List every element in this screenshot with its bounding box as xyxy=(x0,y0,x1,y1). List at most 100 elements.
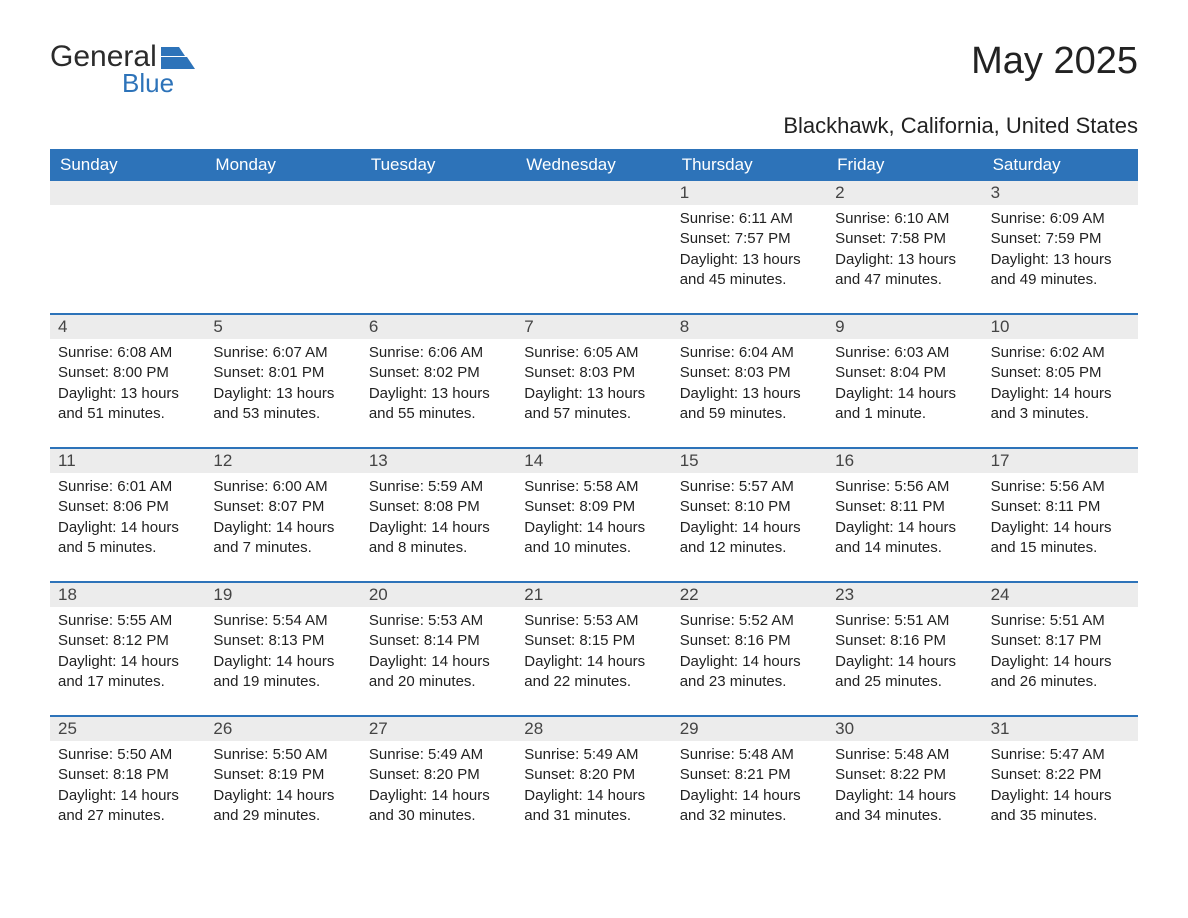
location-text: Blackhawk, California, United States xyxy=(50,113,1138,139)
day-number: 4 xyxy=(50,315,205,339)
day-body: Sunrise: 6:02 AMSunset: 8:05 PMDaylight:… xyxy=(983,339,1138,432)
calendar-day-cell: 5Sunrise: 6:07 AMSunset: 8:01 PMDaylight… xyxy=(205,315,360,447)
sunrise-text: Sunrise: 5:57 AM xyxy=(680,477,819,497)
sunset-text: Sunset: 8:15 PM xyxy=(524,631,663,651)
sunrise-text: Sunrise: 5:49 AM xyxy=(524,745,663,765)
day-number: 23 xyxy=(827,583,982,607)
sunset-text: Sunset: 8:00 PM xyxy=(58,363,197,383)
empty-day-strip xyxy=(361,181,516,205)
sunset-text: Sunset: 7:57 PM xyxy=(680,229,819,249)
sunset-text: Sunset: 8:21 PM xyxy=(680,765,819,785)
sunrise-text: Sunrise: 5:48 AM xyxy=(680,745,819,765)
sunset-text: Sunset: 8:12 PM xyxy=(58,631,197,651)
daylight-text: Daylight: 14 hours and 31 minutes. xyxy=(524,786,663,827)
sunrise-text: Sunrise: 6:05 AM xyxy=(524,343,663,363)
sunset-text: Sunset: 8:10 PM xyxy=(680,497,819,517)
daylight-text: Daylight: 14 hours and 7 minutes. xyxy=(213,518,352,559)
daylight-text: Daylight: 14 hours and 20 minutes. xyxy=(369,652,508,693)
daylight-text: Daylight: 14 hours and 8 minutes. xyxy=(369,518,508,559)
calendar-day-cell: 27Sunrise: 5:49 AMSunset: 8:20 PMDayligh… xyxy=(361,717,516,849)
month-title: May 2025 xyxy=(971,40,1138,83)
sunrise-text: Sunrise: 5:49 AM xyxy=(369,745,508,765)
sunset-text: Sunset: 8:16 PM xyxy=(680,631,819,651)
day-body: Sunrise: 5:57 AMSunset: 8:10 PMDaylight:… xyxy=(672,473,827,566)
sunrise-text: Sunrise: 6:10 AM xyxy=(835,209,974,229)
day-body: Sunrise: 6:06 AMSunset: 8:02 PMDaylight:… xyxy=(361,339,516,432)
day-body: Sunrise: 5:49 AMSunset: 8:20 PMDaylight:… xyxy=(516,741,671,834)
day-number: 20 xyxy=(361,583,516,607)
day-number: 18 xyxy=(50,583,205,607)
sunset-text: Sunset: 8:17 PM xyxy=(991,631,1130,651)
daylight-text: Daylight: 13 hours and 51 minutes. xyxy=(58,384,197,425)
calendar-day-cell: 13Sunrise: 5:59 AMSunset: 8:08 PMDayligh… xyxy=(361,449,516,581)
sunrise-text: Sunrise: 5:53 AM xyxy=(524,611,663,631)
sunset-text: Sunset: 8:04 PM xyxy=(835,363,974,383)
calendar-day-cell: 21Sunrise: 5:53 AMSunset: 8:15 PMDayligh… xyxy=(516,583,671,715)
calendar-day-cell xyxy=(205,181,360,313)
sunrise-text: Sunrise: 6:09 AM xyxy=(991,209,1130,229)
calendar-day-cell: 15Sunrise: 5:57 AMSunset: 8:10 PMDayligh… xyxy=(672,449,827,581)
calendar-day-cell: 28Sunrise: 5:49 AMSunset: 8:20 PMDayligh… xyxy=(516,717,671,849)
calendar-day-cell: 30Sunrise: 5:48 AMSunset: 8:22 PMDayligh… xyxy=(827,717,982,849)
calendar-day-cell: 14Sunrise: 5:58 AMSunset: 8:09 PMDayligh… xyxy=(516,449,671,581)
day-number: 8 xyxy=(672,315,827,339)
day-number: 31 xyxy=(983,717,1138,741)
sunset-text: Sunset: 8:16 PM xyxy=(835,631,974,651)
sunrise-text: Sunrise: 5:55 AM xyxy=(58,611,197,631)
day-body: Sunrise: 5:58 AMSunset: 8:09 PMDaylight:… xyxy=(516,473,671,566)
calendar-day-cell: 4Sunrise: 6:08 AMSunset: 8:00 PMDaylight… xyxy=(50,315,205,447)
sunrise-text: Sunrise: 5:56 AM xyxy=(991,477,1130,497)
sunrise-text: Sunrise: 6:11 AM xyxy=(680,209,819,229)
sunrise-text: Sunrise: 6:01 AM xyxy=(58,477,197,497)
calendar-day-cell: 8Sunrise: 6:04 AMSunset: 8:03 PMDaylight… xyxy=(672,315,827,447)
daylight-text: Daylight: 14 hours and 26 minutes. xyxy=(991,652,1130,693)
daylight-text: Daylight: 13 hours and 55 minutes. xyxy=(369,384,508,425)
header-row: General Blue May 2025 xyxy=(50,40,1138,99)
calendar-day-cell: 24Sunrise: 5:51 AMSunset: 8:17 PMDayligh… xyxy=(983,583,1138,715)
day-number: 11 xyxy=(50,449,205,473)
sunset-text: Sunset: 7:58 PM xyxy=(835,229,974,249)
sunset-text: Sunset: 8:20 PM xyxy=(369,765,508,785)
sunrise-text: Sunrise: 6:03 AM xyxy=(835,343,974,363)
daylight-text: Daylight: 14 hours and 14 minutes. xyxy=(835,518,974,559)
calendar-day-cell: 17Sunrise: 5:56 AMSunset: 8:11 PMDayligh… xyxy=(983,449,1138,581)
daylight-text: Daylight: 14 hours and 25 minutes. xyxy=(835,652,974,693)
sunrise-text: Sunrise: 5:48 AM xyxy=(835,745,974,765)
sunset-text: Sunset: 8:08 PM xyxy=(369,497,508,517)
day-number: 24 xyxy=(983,583,1138,607)
logo: General Blue xyxy=(50,40,195,99)
day-number: 1 xyxy=(672,181,827,205)
calendar-day-cell: 22Sunrise: 5:52 AMSunset: 8:16 PMDayligh… xyxy=(672,583,827,715)
day-body: Sunrise: 5:48 AMSunset: 8:22 PMDaylight:… xyxy=(827,741,982,834)
day-number: 22 xyxy=(672,583,827,607)
daylight-text: Daylight: 14 hours and 32 minutes. xyxy=(680,786,819,827)
day-header: Sunday xyxy=(50,149,205,181)
calendar-header-row: Sunday Monday Tuesday Wednesday Thursday… xyxy=(50,149,1138,181)
sunset-text: Sunset: 8:03 PM xyxy=(524,363,663,383)
calendar-day-cell: 26Sunrise: 5:50 AMSunset: 8:19 PMDayligh… xyxy=(205,717,360,849)
calendar-day-cell: 12Sunrise: 6:00 AMSunset: 8:07 PMDayligh… xyxy=(205,449,360,581)
calendar-day-cell: 6Sunrise: 6:06 AMSunset: 8:02 PMDaylight… xyxy=(361,315,516,447)
day-number: 19 xyxy=(205,583,360,607)
calendar-day-cell: 16Sunrise: 5:56 AMSunset: 8:11 PMDayligh… xyxy=(827,449,982,581)
calendar-week-row: 18 Sunrise: 5:55 AMSunset: 8:12 PM Dayligh… xyxy=(50,581,1138,715)
calendar-day-cell: 31Sunrise: 5:47 AMSunset: 8:22 PMDayligh… xyxy=(983,717,1138,849)
day-number: 21 xyxy=(516,583,671,607)
empty-day-strip xyxy=(50,181,205,205)
day-header: Thursday xyxy=(672,149,827,181)
calendar-day-cell: 9Sunrise: 6:03 AMSunset: 8:04 PMDaylight… xyxy=(827,315,982,447)
calendar-day-cell: 7Sunrise: 6:05 AMSunset: 8:03 PMDaylight… xyxy=(516,315,671,447)
day-number: 25 xyxy=(50,717,205,741)
empty-day-strip xyxy=(205,181,360,205)
day-body: Sunrise: 5:53 AMSunset: 8:14 PMDaylight:… xyxy=(361,607,516,700)
empty-day-strip xyxy=(516,181,671,205)
day-number: 27 xyxy=(361,717,516,741)
day-number: 17 xyxy=(983,449,1138,473)
sunset-text: Sunset: 7:59 PM xyxy=(991,229,1130,249)
daylight-text: Daylight: 13 hours and 53 minutes. xyxy=(213,384,352,425)
calendar-day-cell: 19Sunrise: 5:54 AMSunset: 8:13 PMDayligh… xyxy=(205,583,360,715)
day-number: 12 xyxy=(205,449,360,473)
day-number: 16 xyxy=(827,449,982,473)
sunset-text: Sunset: 8:11 PM xyxy=(835,497,974,517)
logo-text-blue: Blue xyxy=(122,68,195,99)
